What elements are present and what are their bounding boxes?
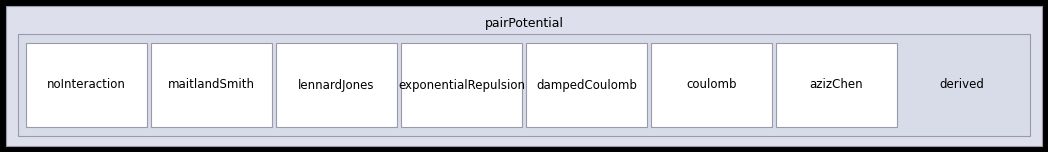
Text: noInteraction: noInteraction xyxy=(47,78,126,92)
Text: lennardJones: lennardJones xyxy=(299,78,375,92)
FancyBboxPatch shape xyxy=(776,43,897,127)
FancyBboxPatch shape xyxy=(526,43,647,127)
FancyBboxPatch shape xyxy=(401,43,522,127)
FancyBboxPatch shape xyxy=(18,34,1030,136)
FancyBboxPatch shape xyxy=(276,43,397,127)
Text: azizChen: azizChen xyxy=(810,78,864,92)
FancyBboxPatch shape xyxy=(151,43,272,127)
Text: maitlandSmith: maitlandSmith xyxy=(168,78,255,92)
Text: coulomb: coulomb xyxy=(686,78,737,92)
FancyBboxPatch shape xyxy=(6,6,1042,146)
Text: pairPotential: pairPotential xyxy=(484,17,564,31)
FancyBboxPatch shape xyxy=(651,43,772,127)
Text: exponentialRepulsion: exponentialRepulsion xyxy=(398,78,525,92)
Text: derived: derived xyxy=(939,78,984,92)
Text: dampedCoulomb: dampedCoulomb xyxy=(537,78,637,92)
FancyBboxPatch shape xyxy=(26,43,147,127)
